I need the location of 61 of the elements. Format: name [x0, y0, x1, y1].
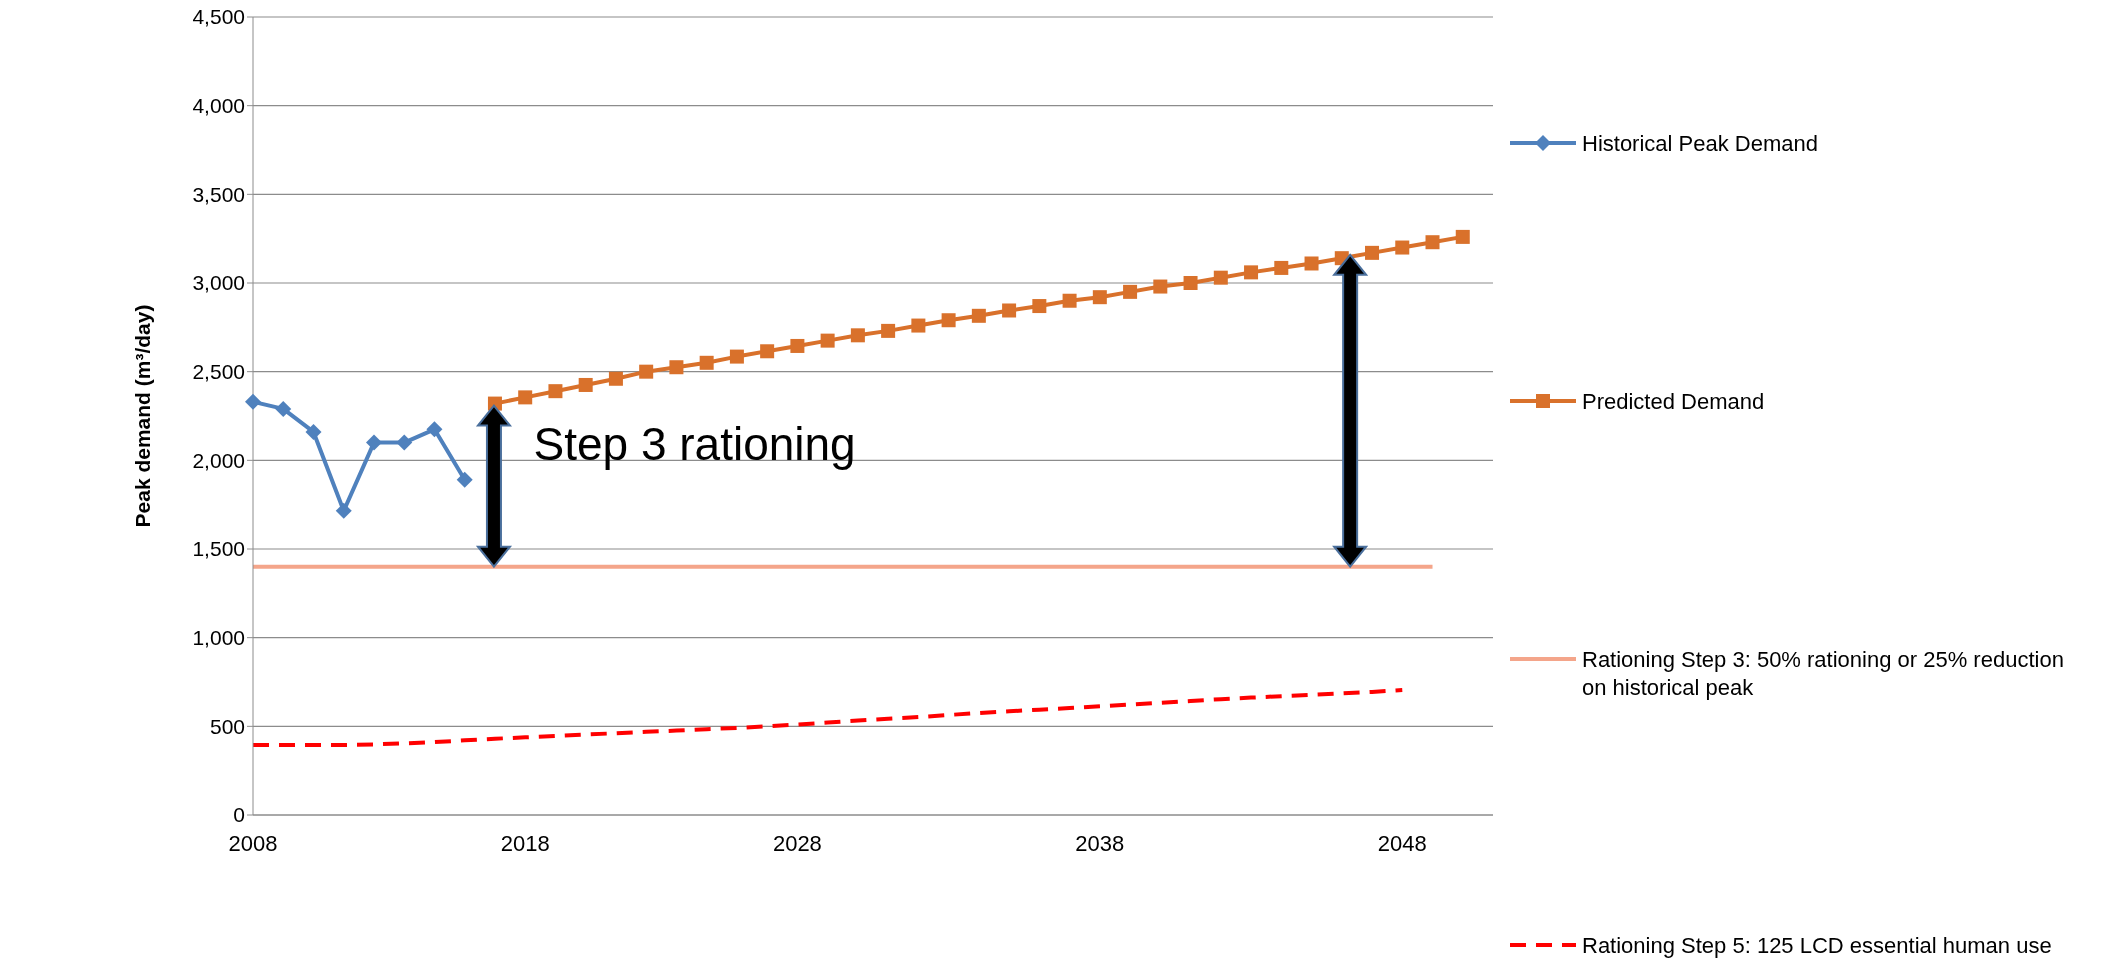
x-tick-label: 2048: [1377, 830, 1427, 856]
point: [971, 308, 986, 323]
point: [1213, 270, 1228, 285]
point: [760, 344, 775, 359]
y-tick-label: 2,500: [192, 360, 245, 384]
point: [1425, 235, 1440, 250]
y-tick-label: 2,000: [192, 448, 245, 472]
point: [639, 364, 654, 379]
point: [911, 318, 926, 333]
point: [275, 400, 292, 417]
x-tick-label: 2038: [1075, 830, 1125, 856]
legend-label: Rationing Step 3: 50% rationing or 25% reduction on historical peak: [1582, 646, 2065, 702]
point: [1032, 299, 1047, 314]
point: [1153, 279, 1168, 294]
x-tick-label: 2018: [500, 830, 550, 856]
point: [548, 384, 563, 399]
y-tick-label: 1,500: [192, 537, 245, 561]
point: [578, 377, 593, 392]
legend-label: Rationing Step 5: 125 LCD essential human use: [1582, 932, 2053, 960]
y-tick-label: 0: [233, 803, 245, 827]
point: [305, 423, 322, 440]
point: [426, 421, 443, 438]
point: [365, 434, 382, 451]
point: [1455, 229, 1470, 244]
point: [699, 355, 714, 370]
y-tick-label: 500: [209, 714, 245, 738]
point: [941, 313, 956, 328]
point: [1062, 293, 1077, 308]
y-axis-title: Peak demand (m³/day): [131, 304, 154, 528]
y-tick-label: 3,000: [192, 271, 245, 295]
point: [729, 349, 744, 364]
point: [820, 333, 835, 348]
y-tick-label: 4,500: [192, 5, 245, 29]
point: [335, 502, 352, 519]
point: [1183, 276, 1198, 290]
x-tick-label: 2028: [772, 830, 822, 856]
annotation: Step 3 rationing: [533, 418, 856, 471]
legend-label: Historical Peak Demand: [1582, 130, 1819, 158]
point: [1092, 290, 1107, 305]
y-tick-label: 3,500: [192, 182, 245, 206]
point: [456, 471, 473, 488]
point: [1304, 256, 1319, 271]
point: [1365, 245, 1380, 260]
point: [608, 371, 623, 386]
x-tick-label: 2008: [228, 830, 278, 856]
line-series: [251, 687, 1405, 747]
point: [1244, 265, 1259, 280]
point: [1123, 284, 1138, 299]
legend-label: Predicted Demand: [1582, 388, 1766, 416]
point: [790, 338, 805, 353]
y-tick-label: 1,000: [192, 626, 245, 650]
point: [1395, 240, 1410, 255]
point: [245, 393, 261, 410]
point: [396, 434, 413, 451]
point: [881, 323, 896, 338]
point: [850, 328, 865, 343]
point: [1274, 260, 1289, 275]
point: [669, 360, 684, 375]
point: [518, 390, 533, 405]
y-tick-label: 4,000: [192, 94, 245, 118]
point: [1002, 303, 1017, 318]
